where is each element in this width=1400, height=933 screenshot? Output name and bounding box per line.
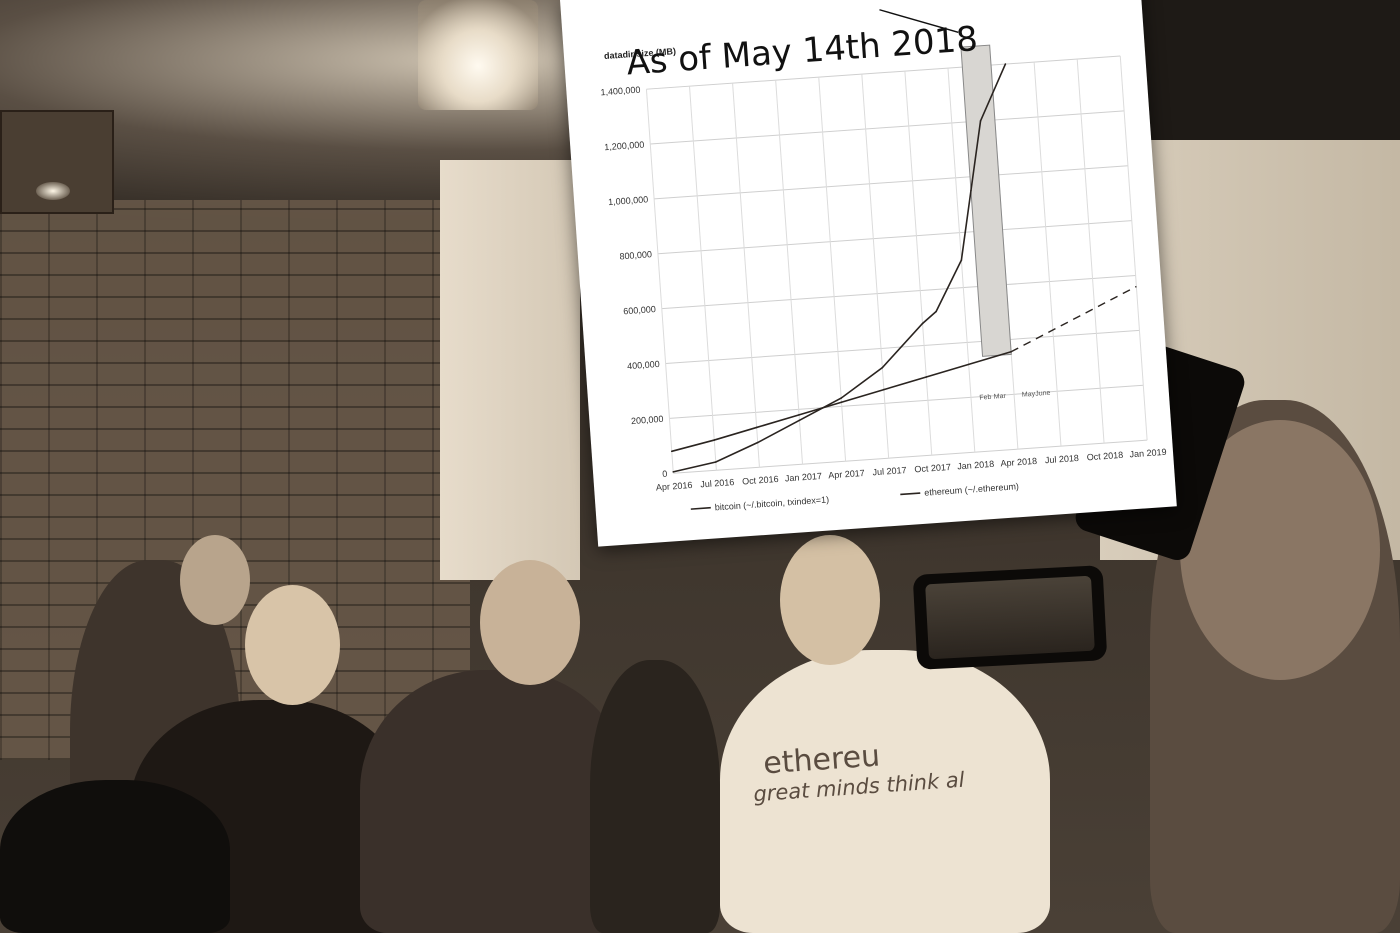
- y-tick-label: 800,000: [619, 249, 652, 261]
- holder-head: [780, 535, 880, 665]
- projection-line: [1010, 285, 1137, 353]
- x-tick-label: Oct 2017: [914, 462, 951, 475]
- grid-line-y: [650, 110, 1125, 145]
- y-tick-label: 0: [662, 469, 668, 479]
- x-tick-label: Jan 2017: [785, 471, 823, 484]
- series-point: [840, 401, 843, 404]
- legend-swatch: [690, 506, 711, 510]
- series-point: [935, 310, 937, 313]
- x-tick-label: Oct 2016: [742, 474, 779, 487]
- series-point: [881, 366, 884, 369]
- y-tick-label: 1,400,000: [600, 85, 641, 98]
- grid-line-y: [657, 220, 1132, 255]
- planter-light: [36, 182, 70, 200]
- grid-line-y: [661, 275, 1136, 310]
- highlight-band: [960, 44, 1012, 357]
- x-tick-label: Jul 2018: [1045, 453, 1080, 465]
- man-head: [480, 560, 580, 685]
- grid-line-x: [689, 86, 717, 471]
- series-point: [921, 322, 924, 325]
- x-tick-label: Apr 2016: [656, 480, 693, 493]
- sub-tick-label: Feb: [979, 394, 992, 402]
- series-point: [798, 419, 801, 422]
- y-axis-label: datadir size (MB): [604, 46, 677, 61]
- legend-label: ethereum (~/.ethereum): [924, 481, 1019, 498]
- grid-line-y: [646, 55, 1121, 90]
- legend-swatch: [900, 492, 921, 496]
- person-in-suit: [590, 660, 720, 933]
- phone-screen: [925, 575, 1095, 660]
- ceiling-lamp: [418, 0, 538, 110]
- x-tick-label: Jul 2016: [700, 477, 735, 489]
- y-tick-label: 400,000: [627, 359, 660, 371]
- series-point: [798, 414, 800, 416]
- person-left-back-head: [180, 535, 250, 625]
- grid-line-x: [861, 74, 890, 459]
- grid-line-x: [1119, 56, 1148, 441]
- man-in-sweater: [360, 670, 630, 933]
- legend-label: bitcoin (~/.bitcoin, txindex=1): [714, 494, 829, 512]
- y-tick-label: 1,200,000: [604, 139, 645, 152]
- series-point: [1004, 63, 1007, 65]
- series-point: [670, 450, 673, 453]
- chart-board: 0 200,000 400,000 600,000 800,000 1,000,000 1,…: [560, 0, 1177, 547]
- dark-ceiling-corner: [1140, 0, 1400, 140]
- man-holding-board: [720, 650, 1050, 933]
- series-point: [672, 471, 674, 473]
- series-point: [714, 461, 717, 463]
- series-point: [979, 120, 982, 122]
- grid-line-x: [645, 89, 674, 474]
- series-point: [960, 259, 963, 261]
- annotation-arrow: [879, 9, 959, 33]
- y-tick-label: 600,000: [623, 304, 656, 316]
- x-tick-label: Oct 2018: [1086, 450, 1123, 463]
- series-point: [925, 376, 928, 378]
- series-line-1: [673, 63, 1007, 473]
- series-point: [713, 439, 716, 441]
- grid-line-y: [654, 165, 1128, 200]
- grid-line-x: [775, 80, 804, 465]
- series-point: [755, 426, 758, 429]
- sub-tick-label: June: [1035, 390, 1051, 398]
- grid-line-x: [1033, 62, 1062, 447]
- grid-line-x: [904, 71, 933, 456]
- x-tick-label: Jan 2018: [957, 459, 995, 472]
- y-tick-label: 200,000: [631, 414, 664, 426]
- series-point: [756, 441, 759, 444]
- x-tick-label: Apr 2017: [828, 468, 865, 481]
- x-tick-label: Apr 2018: [1000, 456, 1037, 469]
- x-tick-label: Jul 2017: [872, 465, 907, 477]
- y-tick-label: 1,000,000: [608, 194, 649, 207]
- series-point: [967, 363, 970, 366]
- phone-taking-photo: [912, 565, 1108, 670]
- series-point: [840, 397, 842, 399]
- grid-line-y: [665, 329, 1140, 365]
- grid-line-x: [1076, 59, 1105, 444]
- chart-svg: 0 200,000 400,000 600,000 800,000 1,000,000 1,…: [600, 9, 1167, 512]
- grid-line-y: [673, 439, 1148, 474]
- camera-foreground-left: [0, 780, 230, 933]
- grid-line-y: [669, 384, 1144, 419]
- grid-line-x: [732, 83, 760, 468]
- series-point: [970, 189, 972, 192]
- x-tick-label: Jan 2019: [1129, 447, 1167, 460]
- sub-tick-label: Mar: [994, 393, 1007, 401]
- woman-head: [245, 585, 340, 705]
- white-column: [440, 160, 580, 580]
- series-point: [883, 388, 885, 391]
- sub-tick-label: May: [1022, 391, 1036, 399]
